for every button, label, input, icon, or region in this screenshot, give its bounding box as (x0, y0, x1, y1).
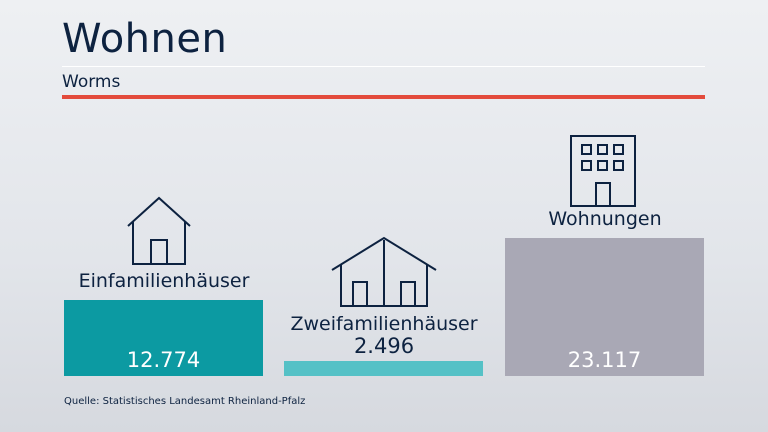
category-label: Wohnungen (548, 208, 662, 230)
bar-1 (284, 361, 483, 376)
double-house-icon (331, 236, 437, 307)
page-title: Wohnen (62, 16, 228, 62)
page-subtitle: Worms (62, 72, 121, 92)
house-icon (127, 196, 191, 265)
value-label: 12.774 (126, 348, 201, 372)
apartment-building-icon (570, 135, 636, 207)
accent-divider (62, 95, 705, 99)
value-label: 2.496 (353, 334, 415, 358)
divider (62, 66, 705, 67)
category-label: Einfamilienhäuser (78, 270, 250, 292)
bar-0: 12.774 (64, 300, 263, 376)
bar-2: 23.117 (505, 238, 704, 376)
category-label: Zweifamilienhäuser 2.496 (264, 313, 504, 357)
value-label: 23.117 (567, 348, 642, 372)
source-note: Quelle: Statistisches Landesamt Rheinlan… (64, 396, 306, 407)
